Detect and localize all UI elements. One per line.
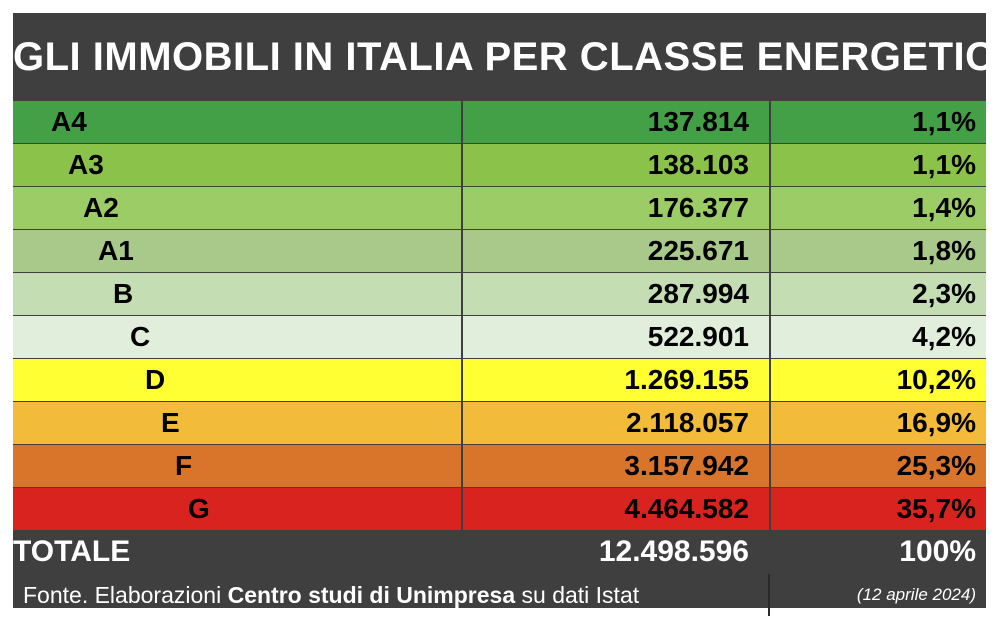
property-count: 225.671 <box>463 230 769 272</box>
property-count: 287.994 <box>463 273 769 315</box>
table-row: F 3.157.942 25,3% <box>13 445 986 487</box>
energy-class-label: A3 <box>13 144 461 186</box>
footer-source-prefix: Fonte. Elaborazioni <box>23 582 228 608</box>
energy-class-label: A2 <box>13 187 461 229</box>
footer-source: Fonte. Elaborazioni Centro studi di Unim… <box>23 574 639 616</box>
property-percentage: 1,1% <box>771 101 986 143</box>
table-row: A4 137.814 1,1% <box>13 101 986 143</box>
property-percentage: 4,2% <box>771 316 986 358</box>
energy-class-table: GLI IMMOBILI IN ITALIA PER CLASSE ENERGE… <box>13 13 1000 616</box>
energy-class-label: A4 <box>13 101 461 143</box>
table-row: B 287.994 2,3% <box>13 273 986 315</box>
energy-class-label: E <box>13 402 461 444</box>
table-row: G 4.464.582 35,7% <box>13 488 986 530</box>
footer: Fonte. Elaborazioni Centro studi di Unim… <box>13 574 986 616</box>
footer-divider <box>768 574 770 616</box>
energy-class-label: D <box>13 359 461 401</box>
total-label: TOTALE <box>13 531 461 573</box>
energy-class-label: C <box>13 316 461 358</box>
table-row: A1 225.671 1,8% <box>13 230 986 272</box>
property-count: 1.269.155 <box>463 359 769 401</box>
table-title: GLI IMMOBILI IN ITALIA PER CLASSE ENERGE… <box>13 35 1000 79</box>
property-count: 522.901 <box>463 316 769 358</box>
property-percentage: 1,4% <box>771 187 986 229</box>
energy-class-label: A1 <box>13 230 461 272</box>
property-percentage: 1,1% <box>771 144 986 186</box>
property-count: 137.814 <box>463 101 769 143</box>
property-percentage: 16,9% <box>771 402 986 444</box>
total-pct: 100% <box>771 531 986 573</box>
energy-class-label: G <box>13 488 461 530</box>
footer-date: (12 aprile 2024) <box>856 585 976 604</box>
footer-source-bold: Centro studi di Unimpresa <box>227 582 516 608</box>
table-row: A2 176.377 1,4% <box>13 187 986 229</box>
table-row: A3 138.103 1,1% <box>13 144 986 186</box>
property-percentage: 1,8% <box>771 230 986 272</box>
energy-class-label: F <box>13 445 461 487</box>
footer-source-suffix: su dati Istat <box>515 582 640 608</box>
property-percentage: 35,7% <box>771 488 986 530</box>
property-count: 176.377 <box>463 187 769 229</box>
total-count: 12.498.596 <box>463 531 769 573</box>
property-percentage: 25,3% <box>771 445 986 487</box>
table-row: E 2.118.057 16,9% <box>13 402 986 444</box>
property-count: 3.157.942 <box>463 445 769 487</box>
property-percentage: 10,2% <box>771 359 986 401</box>
table-row: D 1.269.155 10,2% <box>13 359 986 401</box>
property-percentage: 2,3% <box>771 273 986 315</box>
property-count: 2.118.057 <box>463 402 769 444</box>
table-row: C 522.901 4,2% <box>13 316 986 358</box>
energy-class-label: B <box>13 273 461 315</box>
property-count: 4.464.582 <box>463 488 769 530</box>
property-count: 138.103 <box>463 144 769 186</box>
total-row: TOTALE 12.498.596 100% <box>13 531 986 573</box>
